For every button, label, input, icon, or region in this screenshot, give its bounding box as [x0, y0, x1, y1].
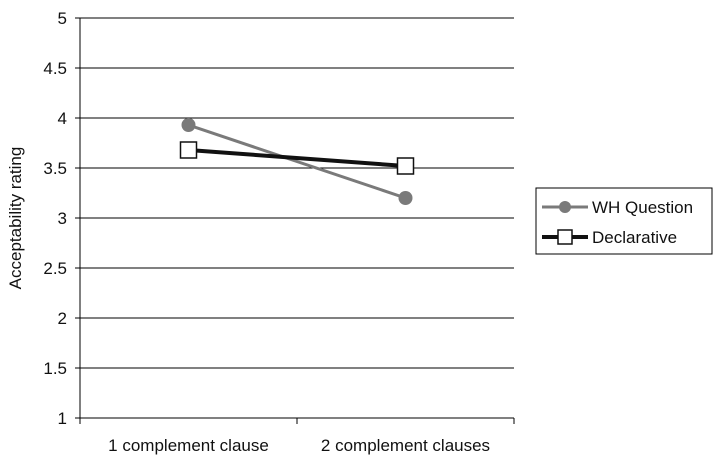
data-point	[396, 157, 415, 175]
y-tick-labels: 1 1.5 2 2.5 3 3.5 4 4.5 5	[43, 9, 67, 428]
y-tick-label: 1.5	[43, 359, 67, 378]
legend-item: Declarative	[542, 228, 677, 247]
legend-label: WH Question	[592, 198, 693, 217]
gridlines	[80, 17, 514, 369]
y-tick-label: 2.5	[43, 259, 67, 278]
y-tick-label: 4	[58, 109, 67, 128]
y-tick-label: 4.5	[43, 59, 67, 78]
legend-items: WH Question Declarative	[542, 198, 693, 247]
legend-marker	[559, 201, 571, 213]
x-tick-labels: 1 complement clause 2 complement clauses	[108, 436, 490, 455]
series-line	[188, 123, 406, 200]
x-tick-label: 2 complement clauses	[321, 436, 490, 455]
axes	[75, 17, 515, 424]
y-axis-title: Acceptability rating	[6, 147, 25, 290]
series-line	[188, 148, 406, 168]
legend: WH Question Declarative	[535, 187, 713, 255]
series-1	[179, 141, 415, 175]
y-tick-label: 2	[58, 309, 67, 328]
y-tick-label: 3	[58, 209, 67, 228]
y-tick-label: 3.5	[43, 159, 67, 178]
y-tick-label: 5	[58, 9, 67, 28]
data-point	[179, 141, 198, 159]
legend-marker	[557, 229, 573, 245]
data-point	[181, 118, 196, 132]
series-0	[181, 118, 413, 205]
data-point	[398, 191, 413, 205]
series	[179, 118, 415, 205]
x-tick-label: 1 complement clause	[108, 436, 269, 455]
legend-item: WH Question	[542, 198, 693, 217]
legend-label: Declarative	[592, 228, 677, 247]
y-tick-label: 1	[58, 409, 67, 428]
